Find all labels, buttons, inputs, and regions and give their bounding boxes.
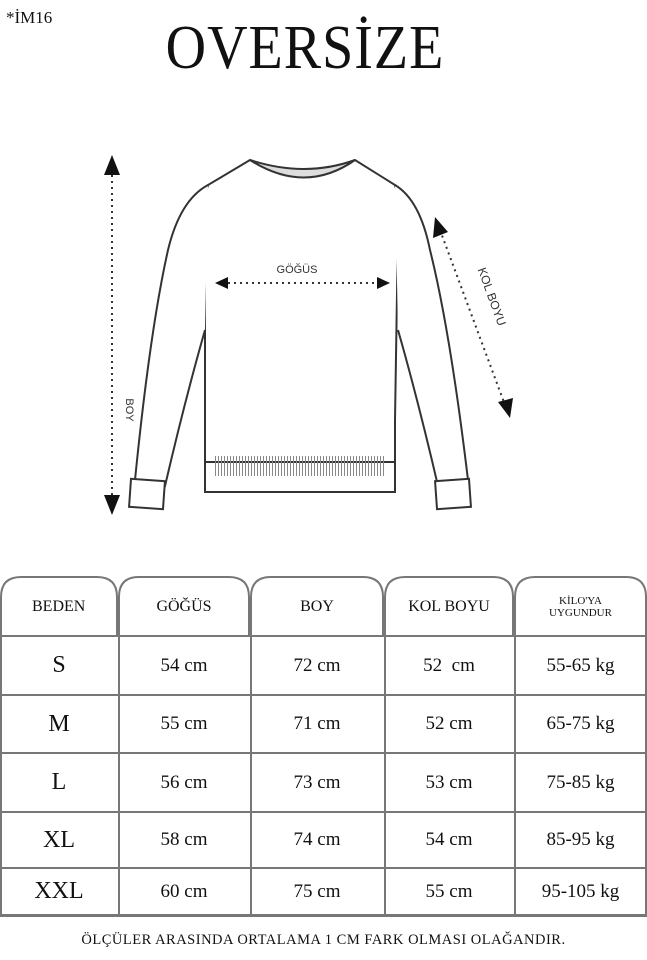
chest-label: GÖĞÜS [277, 263, 318, 276]
header-size: BEDEN [32, 597, 86, 615]
header-weight-line: KİLO'YA [559, 594, 602, 607]
footer-note: ÖLÇÜLER ARASINDA ORTALAMA 1 CM FARK OLMA… [81, 932, 566, 948]
sleeve-label: KOL BOYU [475, 266, 509, 328]
cell-weight: 85-95 kg [546, 829, 615, 850]
cell-sleeve: 52 cm [423, 654, 475, 676]
table-divider [0, 867, 647, 869]
table-divider [0, 636, 2, 915]
header-sleeve: KOL BOYU [408, 597, 490, 615]
table-header-tabs [0, 576, 647, 636]
cell-chest: 54 cm [160, 654, 208, 676]
cell-size: S [52, 652, 66, 678]
cell-length: 72 cm [293, 654, 341, 676]
product-code: *İM16 [6, 8, 53, 27]
sweatshirt-diagram: GÖĞÜS BOY KOL BOYU [104, 155, 513, 515]
cell-length: 74 cm [293, 829, 341, 850]
cell-chest: 55 cm [160, 713, 208, 734]
cell-length: 75 cm [293, 880, 341, 902]
right-sleeve [394, 184, 470, 488]
cell-length: 73 cm [293, 771, 341, 793]
cell-chest: 56 cm [160, 771, 208, 793]
cell-length: 71 cm [293, 713, 341, 734]
table-divider [0, 752, 647, 754]
length-label: BOY [123, 398, 135, 422]
page-title: OVERSİZE [165, 13, 445, 83]
cell-weight: 65-75 kg [546, 713, 615, 734]
cell-weight: 75-85 kg [546, 771, 615, 793]
size-table: BEDEN GÖĞÜS BOY KOL BOYU KİLO'YA UYGUNDUR S 54 … [0, 575, 647, 917]
left-sleeve [133, 184, 209, 488]
table-divider [0, 694, 647, 696]
table-divider [645, 636, 647, 915]
cell-chest: 60 cm [160, 880, 208, 902]
table-divider [384, 636, 386, 915]
cell-sleeve: 53 cm [425, 771, 473, 793]
cell-size: XL [43, 826, 75, 853]
table-divider [250, 636, 252, 915]
cell-chest: 58 cm [160, 829, 208, 850]
cell-size: XXL [34, 878, 84, 904]
header-weight: KİLO'YA UYGUNDUR [514, 577, 647, 636]
cell-sleeve: 52 cm [425, 713, 473, 734]
header-weight-line: UYGUNDUR [549, 606, 612, 619]
table-divider [118, 636, 120, 915]
cell-size: L [51, 769, 67, 795]
header-chest: GÖĞÜS [156, 597, 212, 615]
sweatshirt-body [203, 158, 400, 463]
table-divider [0, 635, 647, 637]
table-divider [514, 636, 516, 915]
cell-weight: 55-65 kg [546, 654, 615, 676]
cell-size: M [48, 710, 70, 737]
table-divider [0, 914, 647, 917]
table-divider [0, 811, 647, 813]
cell-weight: 95-105 kg [541, 880, 620, 902]
header-length: BOY [300, 597, 334, 615]
cell-sleeve: 55 cm [425, 880, 473, 902]
cell-sleeve: 54 cm [425, 829, 473, 850]
